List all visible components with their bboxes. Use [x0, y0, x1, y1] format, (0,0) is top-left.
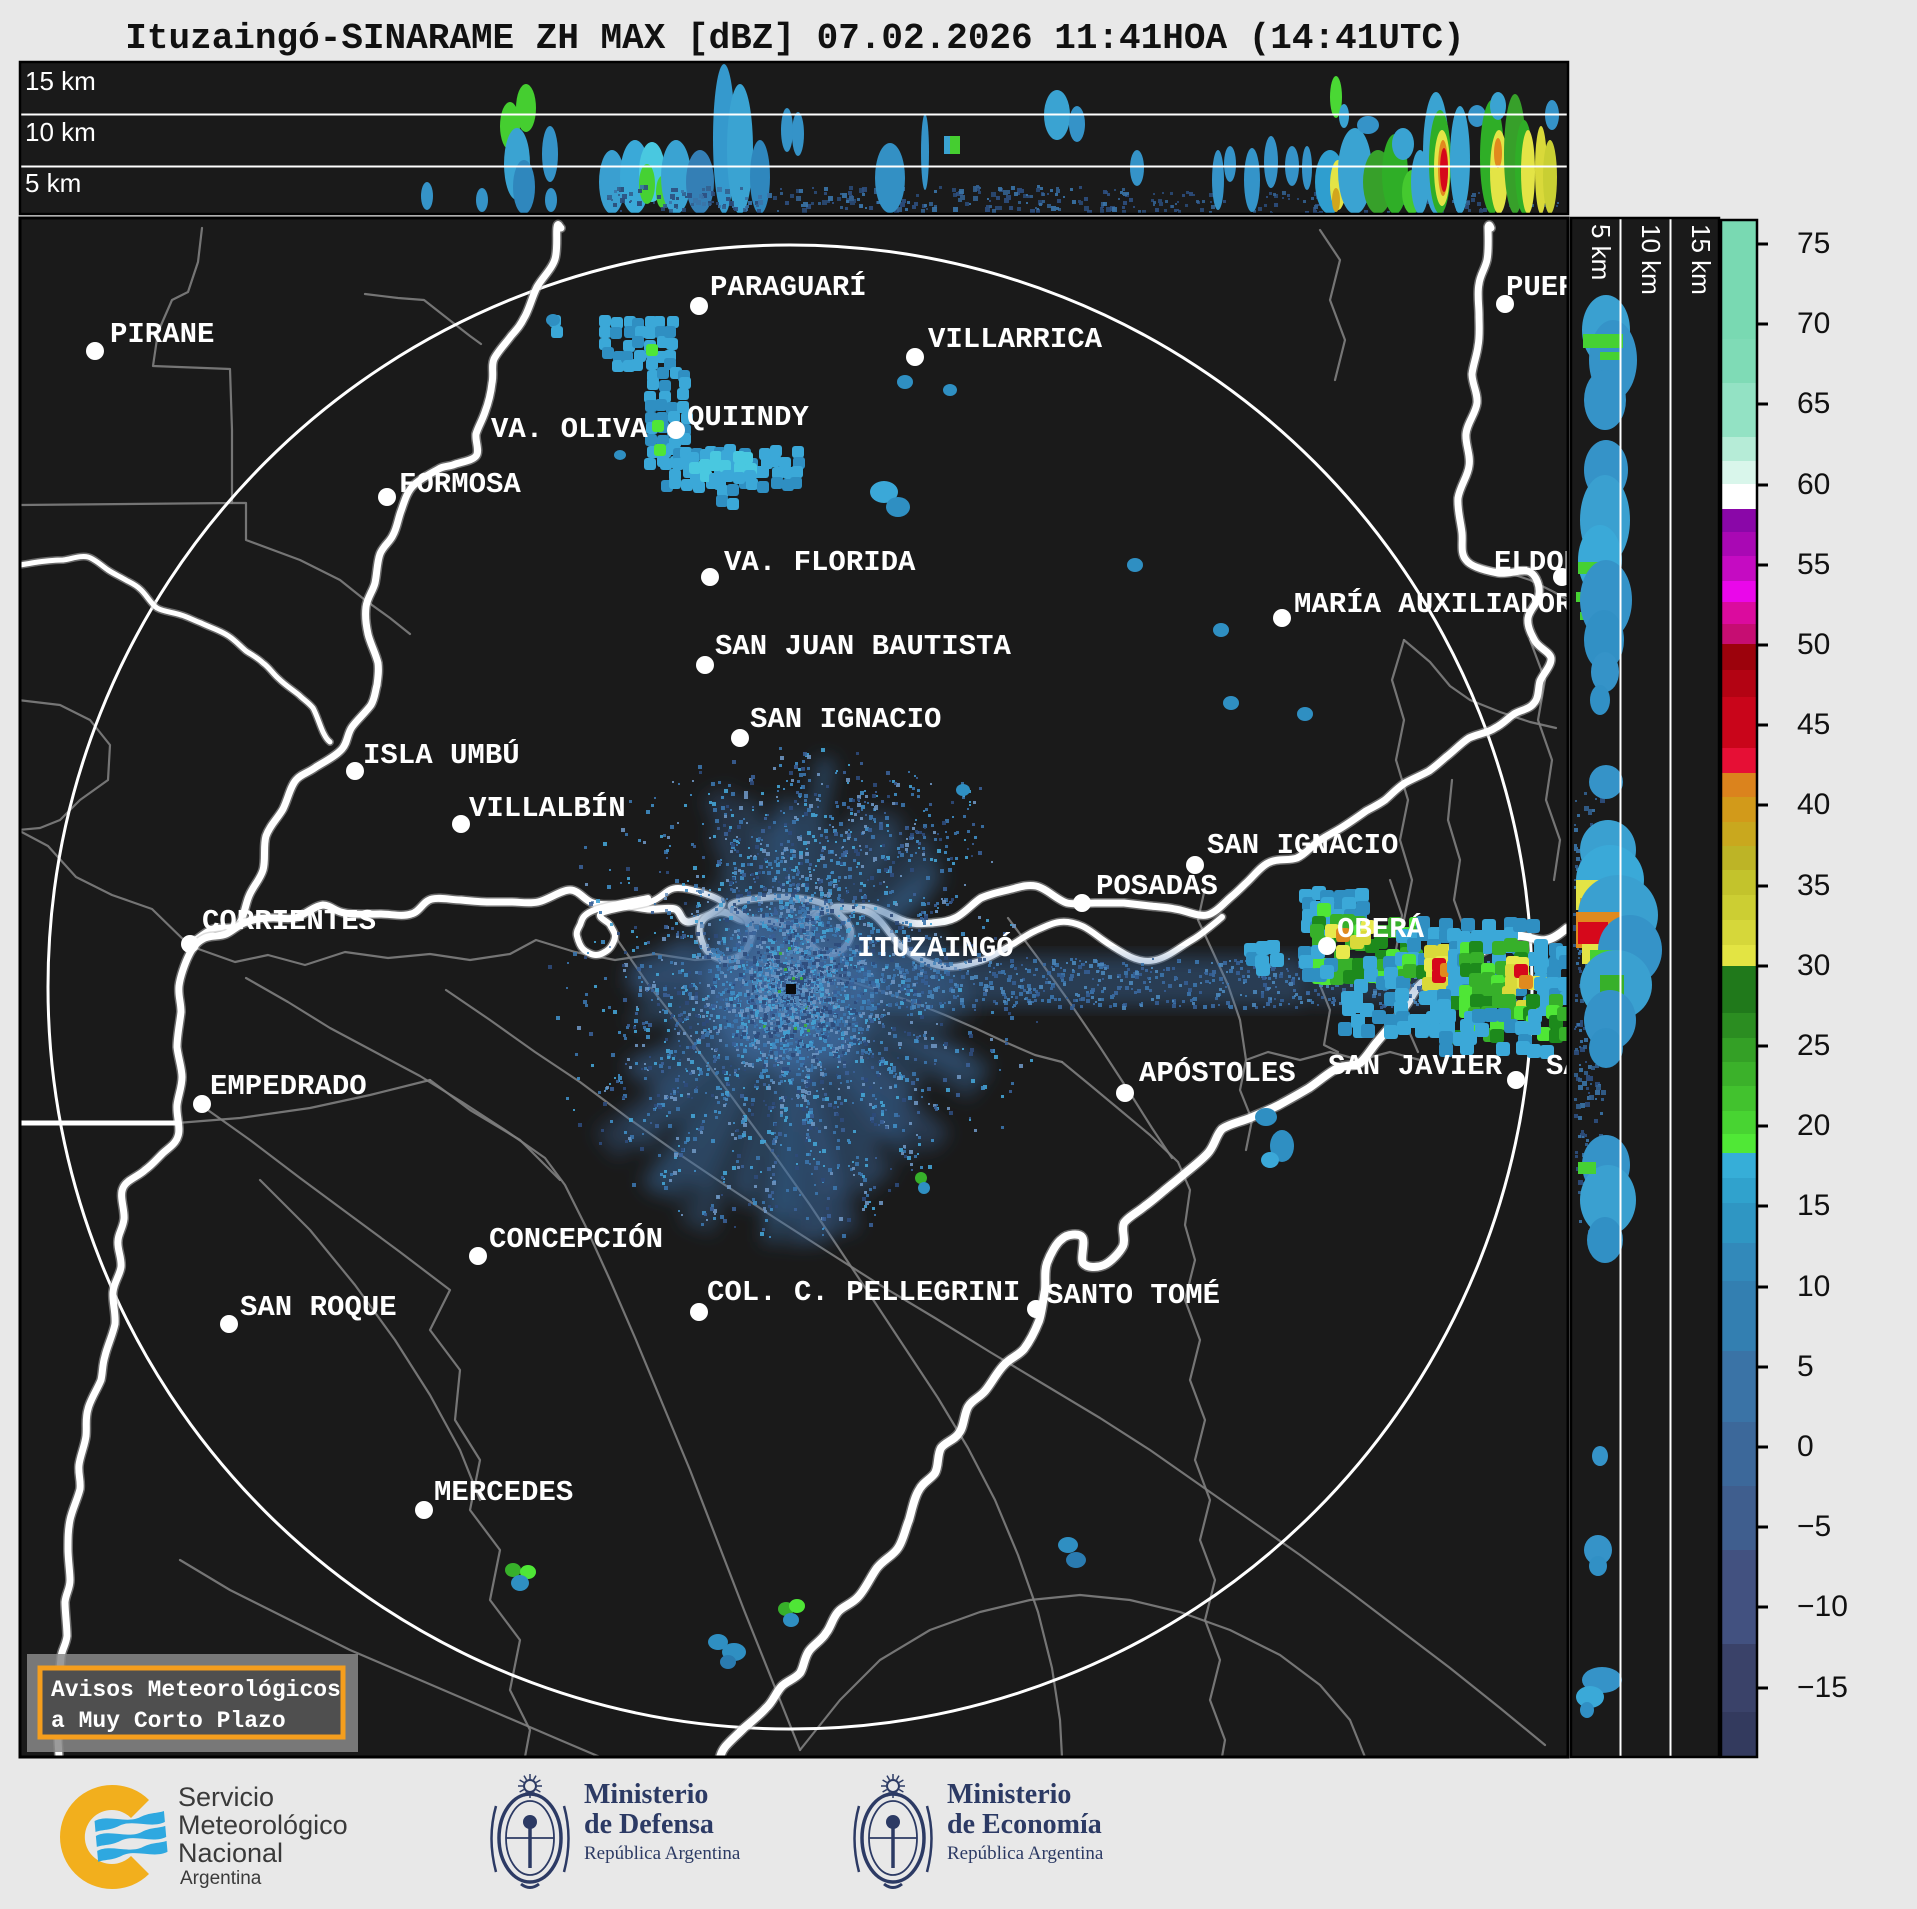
svg-text:FORMOSA: FORMOSA [399, 468, 521, 501]
svg-text:a Muy Corto Plazo: a Muy Corto Plazo [51, 1708, 286, 1734]
svg-text:APÓSTOLES: APÓSTOLES [1139, 1056, 1296, 1090]
svg-text:5 km: 5 km [1586, 224, 1616, 280]
svg-text:MERCEDES: MERCEDES [434, 1476, 573, 1509]
svg-text:15 km: 15 km [25, 66, 96, 96]
svg-text:50: 50 [1797, 628, 1830, 661]
svg-text:Ituzaingó-SINARAME ZH MAX [dBZ: Ituzaingó-SINARAME ZH MAX [dBZ] 07.02.20… [125, 18, 1464, 59]
svg-text:45: 45 [1797, 708, 1830, 741]
svg-text:10: 10 [1797, 1270, 1830, 1303]
svg-text:Avisos Meteorológicos: Avisos Meteorológicos [51, 1677, 341, 1703]
svg-text:PIRANE: PIRANE [110, 318, 214, 351]
svg-text:SAN ROQUE: SAN ROQUE [240, 1291, 397, 1324]
svg-text:CORRIENTES: CORRIENTES [202, 905, 376, 938]
svg-text:VILLARRICA: VILLARRICA [928, 323, 1103, 356]
svg-text:MARÍA AUXILIADORA: MARÍA AUXILIADORA [1294, 587, 1590, 621]
svg-text:de Economía: de Economía [947, 1809, 1102, 1840]
svg-text:SAN IGNACIO: SAN IGNACIO [750, 703, 941, 736]
svg-text:SAN IGNACIO: SAN IGNACIO [1207, 829, 1398, 862]
svg-text:Servicio: Servicio [178, 1782, 274, 1812]
svg-text:60: 60 [1797, 468, 1830, 501]
svg-text:25: 25 [1797, 1029, 1830, 1062]
svg-text:VA. OLIVA: VA. OLIVA [491, 413, 648, 446]
svg-text:ISLA UMBÚ: ISLA UMBÚ [363, 738, 520, 772]
svg-text:OBERÁ: OBERÁ [1337, 912, 1425, 946]
svg-text:SAN JUAN BAUTISTA: SAN JUAN BAUTISTA [715, 630, 1011, 663]
svg-text:ELDORADO: ELDORADO [1494, 546, 1633, 579]
svg-text:5: 5 [1797, 1350, 1814, 1383]
svg-text:VILLALBÍN: VILLALBÍN [469, 791, 626, 825]
svg-text:40: 40 [1797, 788, 1830, 821]
svg-text:20: 20 [1797, 1109, 1830, 1142]
svg-text:−10: −10 [1797, 1590, 1848, 1623]
svg-text:COL. C. PELLEGRINI: COL. C. PELLEGRINI [707, 1276, 1020, 1309]
svg-text:SANTO TOMÉ: SANTO TOMÉ [1046, 1278, 1220, 1312]
svg-text:15: 15 [1797, 1189, 1830, 1222]
svg-text:−5: −5 [1797, 1510, 1831, 1543]
svg-text:República Argentina: República Argentina [584, 1843, 741, 1864]
svg-text:VA. FLORIDA: VA. FLORIDA [724, 546, 916, 579]
svg-text:5 km: 5 km [25, 168, 81, 198]
svg-text:PARAGUARÍ: PARAGUARÍ [710, 270, 867, 304]
svg-text:55: 55 [1797, 548, 1830, 581]
svg-text:75: 75 [1797, 227, 1830, 260]
svg-text:10 km: 10 km [1636, 224, 1666, 295]
svg-text:de Defensa: de Defensa [584, 1809, 714, 1840]
svg-text:SA: SA [1546, 1050, 1581, 1083]
svg-text:EMPEDRADO: EMPEDRADO [210, 1070, 367, 1103]
svg-text:PUER: PUER [1506, 271, 1576, 304]
svg-text:CONCEPCIÓN: CONCEPCIÓN [489, 1222, 663, 1256]
svg-text:65: 65 [1797, 387, 1830, 420]
svg-text:35: 35 [1797, 869, 1830, 902]
svg-text:Meteorológico: Meteorológico [178, 1810, 348, 1840]
svg-text:15 km: 15 km [1686, 224, 1716, 295]
svg-text:0: 0 [1797, 1430, 1814, 1463]
svg-text:−15: −15 [1797, 1671, 1848, 1704]
svg-text:QUIINDY: QUIINDY [687, 401, 809, 434]
svg-text:Argentina: Argentina [180, 1868, 262, 1889]
svg-text:30: 30 [1797, 949, 1830, 982]
svg-text:Ministerio: Ministerio [947, 1779, 1071, 1810]
svg-text:POSADAS: POSADAS [1096, 870, 1218, 903]
svg-text:República Argentina: República Argentina [947, 1843, 1104, 1864]
svg-text:ITUZAINGÓ: ITUZAINGÓ [857, 931, 1014, 965]
svg-text:Ministerio: Ministerio [584, 1779, 708, 1810]
svg-text:SAN JAVIER: SAN JAVIER [1328, 1050, 1503, 1083]
svg-text:70: 70 [1797, 307, 1830, 340]
svg-text:10 km: 10 km [25, 117, 96, 147]
svg-text:Nacional: Nacional [178, 1838, 283, 1868]
